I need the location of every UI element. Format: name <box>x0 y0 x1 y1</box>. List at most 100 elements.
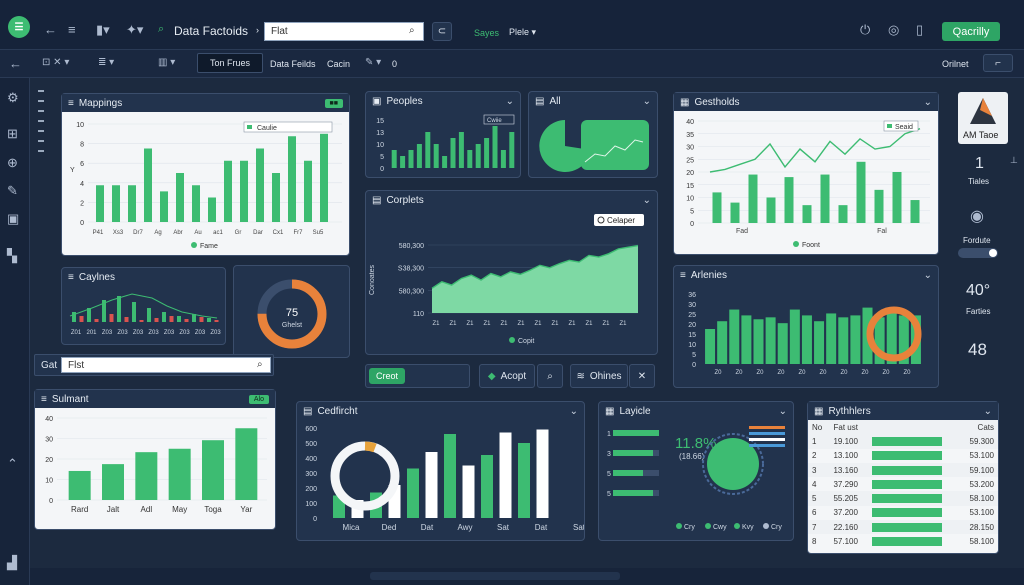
globe-icon[interactable]: ⊕ <box>7 155 18 170</box>
bar <box>102 464 124 500</box>
table-row[interactable]: 1 19.100 59.300 <box>808 434 998 449</box>
panel-header: ▦ Gestholds ⌄ <box>674 93 938 111</box>
panel-tag-icon[interactable]: ■■ <box>324 98 343 108</box>
search-input[interactable] <box>264 22 424 41</box>
sparkline <box>584 139 644 163</box>
app-logo[interactable]: ☰ <box>8 16 30 38</box>
back-arrow-icon[interactable]: ← <box>44 22 57 37</box>
list-icon[interactable]: ≣ ▾ <box>98 57 115 68</box>
y-tick-label: 36 <box>688 292 696 299</box>
document-icon[interactable]: ▯ <box>916 22 924 37</box>
bar <box>838 205 848 223</box>
accept-button[interactable]: ◆ Acopt <box>479 364 535 388</box>
candle-bar <box>79 316 84 322</box>
col-header: Fat ust <box>829 420 868 435</box>
clipboard-icon[interactable]: ▮▾ <box>96 22 110 37</box>
candle-bar <box>87 308 91 322</box>
panel-title: Cedfircht <box>317 405 358 417</box>
cell-a: 55.205 <box>829 491 868 506</box>
col-header: No <box>808 420 830 435</box>
panel-list-icon: ▤ <box>303 405 313 417</box>
save-icon[interactable]: ⊡ ✕ ▾ <box>42 57 70 68</box>
pin-icon[interactable]: ⊥ <box>1010 155 1018 165</box>
y-tick-label: 0 <box>313 516 317 523</box>
toggle-switch[interactable] <box>958 248 998 258</box>
chart-icon[interactable]: ▥ ▾ <box>158 57 176 68</box>
table-row[interactable]: 3 13.160 59.100 <box>808 462 998 478</box>
tab-data-feilds[interactable]: Data Feilds <box>270 59 316 69</box>
bar <box>481 455 493 518</box>
x-tick-label: Ag <box>154 230 161 236</box>
cell-b: 59.300 <box>959 434 998 449</box>
search-button[interactable]: ⊂ <box>432 22 452 41</box>
panel-tag[interactable]: Alo <box>248 394 269 404</box>
power-icon[interactable]: ⏻ <box>860 22 871 37</box>
x-tick-label: Z0 <box>714 370 722 376</box>
bar <box>874 189 884 223</box>
create-button[interactable]: Creot <box>369 368 405 384</box>
x-tick-label: Sat <box>497 523 510 532</box>
table-row[interactable]: 7 22.160 28.150 <box>808 520 998 535</box>
search-input-icon[interactable]: ⌕ <box>409 25 415 36</box>
chevron-down-icon[interactable]: ⌄ <box>778 405 787 417</box>
caylnes-panel: ≡ Caylnes Z01 201 Z03 Z03 Z03 Z03 Z03 Z03 Z03 Z03 <box>61 267 226 345</box>
ohnes-button[interactable]: ≋ Ohines <box>570 364 628 388</box>
stack-icon[interactable]: ⊞ <box>7 126 18 141</box>
chevron-down-icon[interactable]: ⌄ <box>642 95 651 107</box>
x-tick-label: Z0 <box>777 370 785 376</box>
settings-icon[interactable]: ⚙ <box>7 90 19 105</box>
scrollbar-thumb[interactable] <box>370 572 620 580</box>
table-row[interactable]: 2 13.100 53.100 <box>808 449 998 463</box>
indicator-bar <box>749 432 785 435</box>
cell-bar <box>868 477 960 491</box>
menu-icon[interactable]: ≡ <box>68 22 76 37</box>
y-tick-label: 4 <box>80 181 84 188</box>
table-row[interactable]: 4 37.290 53.200 <box>808 477 998 491</box>
right-rail-card[interactable]: AM Taoe <box>958 92 1008 144</box>
wand-icon[interactable]: ✦▾ <box>126 22 144 37</box>
x-tick-label: Z1 <box>466 321 474 327</box>
title-chevron-icon[interactable]: › <box>256 25 259 35</box>
profile-dropdown[interactable]: Plele ▾ <box>509 27 537 37</box>
chevron-down-icon[interactable]: ⌄ <box>505 95 514 107</box>
table-row[interactable]: 6 37.200 53.100 <box>808 506 998 520</box>
back-icon[interactable]: ← <box>9 56 22 71</box>
filter-input[interactable] <box>61 357 271 373</box>
close-button[interactable]: ✕ <box>629 364 655 388</box>
x-tick-label: Z1 <box>432 321 440 327</box>
chevron-down-icon[interactable]: ⌄ <box>983 405 992 417</box>
collapse-up-icon[interactable]: ⌃ <box>7 456 18 471</box>
bar <box>192 185 200 222</box>
filter-search-icon[interactable]: ⌕ <box>257 359 263 370</box>
table-row[interactable]: 5 55.205 58.100 <box>808 491 998 506</box>
chevron-down-icon[interactable]: ⌄ <box>923 269 932 281</box>
image-icon[interactable]: ▣ <box>7 211 20 226</box>
primary-button[interactable]: Qacrilly <box>942 22 1000 41</box>
bar <box>499 432 512 518</box>
bar <box>96 185 104 222</box>
search-small-button[interactable]: ⌕ <box>537 364 563 388</box>
x-tick-label: Z01 <box>71 330 82 336</box>
chevron-down-icon[interactable]: ⌄ <box>569 405 578 417</box>
pencil-icon[interactable]: ✎ ▾ <box>365 57 382 68</box>
target-icon[interactable]: ◎ <box>888 22 900 37</box>
chevron-down-icon[interactable]: ⌄ <box>923 96 932 108</box>
grid-toggle-button[interactable]: ⌐ <box>983 54 1013 72</box>
chevron-down-icon[interactable]: ⌄ <box>642 194 651 206</box>
legend-box-label: Celaper <box>607 216 635 225</box>
saved-label[interactable]: Sayes <box>474 28 500 38</box>
legend-label: Cry <box>684 524 695 531</box>
table-row[interactable]: 8 57.100 58.100 <box>808 534 998 548</box>
fingerprint-icon[interactable]: ◉ <box>970 208 984 225</box>
ohnes-label: Ohines <box>589 370 622 382</box>
accept-icon: ◆ <box>487 370 496 382</box>
stats-icon[interactable]: ▟ <box>7 555 17 570</box>
x-tick-label: Abr <box>173 230 182 236</box>
apps-icon[interactable]: ▚ <box>7 248 17 263</box>
tab-ton-frues[interactable]: Ton Frues <box>197 53 263 73</box>
tab-cacin[interactable]: Cacin <box>327 59 351 69</box>
x-tick-label: P41 <box>93 230 104 236</box>
bar <box>444 434 456 518</box>
pen-icon[interactable]: ✎ <box>7 183 18 198</box>
bar <box>458 132 464 168</box>
